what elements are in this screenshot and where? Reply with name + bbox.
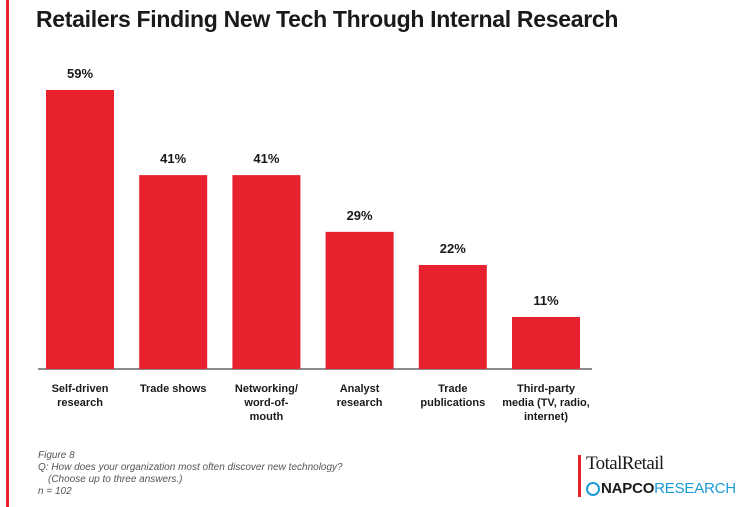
napco-ring-icon xyxy=(586,481,600,496)
napco-logo-text: NAPCO xyxy=(601,480,655,497)
bar-2 xyxy=(232,175,301,369)
chart-title: Retailers Finding New Tech Through Inter… xyxy=(36,6,619,32)
footnote: Figure 8 Q: How does your organization m… xyxy=(38,450,343,498)
category-label-5: Third-party media (TV, radio, internet) xyxy=(502,383,590,423)
sample-size: n = 102 xyxy=(38,486,72,497)
category-label-4: Trade publications xyxy=(420,383,485,409)
survey-question: Q: How does your organization most often… xyxy=(38,462,343,473)
logo-accent-rule xyxy=(578,455,581,497)
bar-value-label-0: 59% xyxy=(67,66,93,81)
research-logo-text: RESEARCH xyxy=(654,480,736,497)
left-accent-rule xyxy=(6,0,9,507)
category-label-1: Trade shows xyxy=(140,383,207,395)
bar-3 xyxy=(325,231,394,369)
bar-value-label-4: 22% xyxy=(440,241,466,256)
bar-value-label-5: 11% xyxy=(533,293,559,308)
bar-value-label-1: 41% xyxy=(160,151,186,166)
totalretail-logo: TotalRetail xyxy=(586,453,664,474)
figure-label: Figure 8 xyxy=(38,450,75,461)
category-label-2: Networking/word-of-mouth xyxy=(235,383,298,423)
bar-1 xyxy=(139,175,208,369)
survey-question-note: (Choose up to three answers.) xyxy=(48,474,183,485)
bar-value-label-2: 41% xyxy=(253,151,279,166)
bar-4 xyxy=(418,264,487,369)
bar-value-label-3: 29% xyxy=(347,208,373,223)
bar-5 xyxy=(512,316,580,369)
napco-research-logo: NAPCO RESEARCH xyxy=(586,480,736,497)
category-label-0: Self-driven research xyxy=(52,383,109,409)
bar-0 xyxy=(46,90,114,369)
category-label-3: Analyst research xyxy=(337,383,383,409)
